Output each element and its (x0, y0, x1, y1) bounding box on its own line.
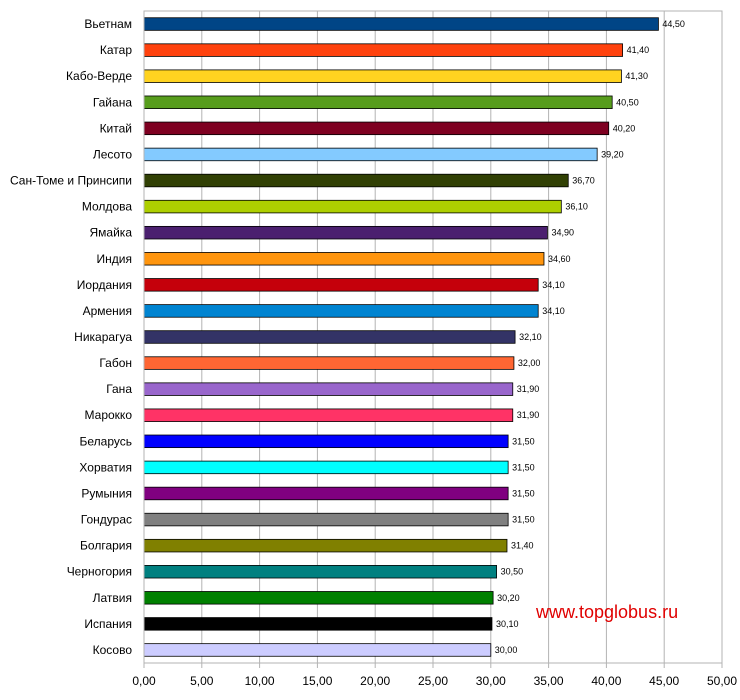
category-label: Румыния (81, 486, 132, 500)
category-label: Армения (83, 304, 132, 318)
data-label: 31,90 (517, 384, 540, 394)
category-label: Молдова (82, 200, 132, 214)
data-label: 34,10 (542, 280, 565, 290)
data-label: 34,90 (551, 228, 574, 238)
x-tick-label: 45,00 (649, 674, 679, 688)
bar (143, 95, 613, 109)
data-label: 34,10 (542, 306, 565, 316)
data-label: 34,60 (548, 254, 571, 264)
x-tick-label: 15,00 (302, 674, 332, 688)
bar (143, 121, 610, 136)
data-label: 39,20 (601, 149, 624, 159)
plot-area-frame (143, 10, 723, 664)
x-tick-label: 10,00 (245, 674, 275, 688)
x-tick-label: 40,00 (591, 674, 621, 688)
category-label: Китай (100, 121, 132, 135)
bar (143, 252, 545, 266)
x-tick-label: 25,00 (418, 674, 448, 688)
bar (143, 434, 509, 449)
category-label: Болгария (80, 539, 132, 553)
category-label: Гайана (93, 95, 133, 109)
data-label: 30,00 (495, 645, 518, 655)
category-label: Ямайка (90, 226, 133, 240)
x-tick-label: 35,00 (534, 674, 564, 688)
category-label: Сан-Томе и Принсипи (10, 174, 132, 188)
x-tick-label: 50,00 (707, 674, 737, 688)
data-label: 36,70 (572, 176, 595, 186)
category-label: Катар (100, 43, 132, 57)
bar (143, 382, 514, 396)
bar (143, 591, 494, 605)
category-label: Лесото (93, 147, 132, 161)
bar (143, 199, 562, 214)
bar (143, 69, 622, 83)
bar (143, 147, 598, 162)
bar (143, 356, 515, 370)
bar (143, 278, 539, 292)
bar (143, 408, 514, 422)
data-label: 36,10 (565, 202, 588, 212)
category-label: Латвия (93, 591, 132, 605)
bar (143, 304, 539, 318)
category-label: Черногория (67, 565, 132, 579)
bar (143, 512, 509, 527)
bar (143, 225, 548, 240)
category-label: Кабо-Верде (66, 69, 132, 83)
data-label: 31,50 (512, 488, 535, 498)
bar (143, 460, 509, 475)
category-label: Марокко (85, 408, 133, 422)
data-label: 31,40 (511, 541, 534, 551)
category-label: Габон (99, 356, 132, 370)
data-label: 44,50 (662, 19, 685, 29)
data-label: 30,20 (497, 593, 520, 603)
data-label: 30,10 (496, 619, 519, 629)
data-label: 32,00 (518, 358, 541, 368)
data-label: 31,50 (512, 515, 535, 525)
bar (143, 643, 492, 657)
x-tick-label: 0,00 (132, 674, 156, 688)
data-label: 40,20 (613, 123, 636, 133)
bar (143, 330, 516, 344)
category-label: Беларусь (80, 434, 132, 448)
data-label: 31,50 (512, 436, 535, 446)
data-label: 31,90 (517, 410, 540, 420)
bar (143, 617, 493, 631)
data-label: 40,50 (616, 97, 639, 107)
x-tick-label: 20,00 (360, 674, 390, 688)
bar (143, 43, 623, 57)
category-label: Вьетнам (84, 17, 132, 31)
category-label: Иордания (77, 278, 132, 292)
category-label: Никарагуа (74, 330, 132, 344)
data-label: 30,50 (501, 567, 524, 577)
data-label: 41,40 (627, 45, 650, 55)
category-label: Индия (97, 252, 132, 266)
category-label: Гондурас (81, 513, 132, 527)
bar (143, 486, 509, 501)
data-label: 32,10 (519, 332, 542, 342)
bar (143, 17, 659, 31)
category-label: Испания (84, 617, 132, 631)
bars (143, 17, 659, 657)
category-labels: Вьетнам Катар Кабо-Верде Гайана Китай Лесото С… (10, 17, 132, 657)
category-label: Хорватия (79, 460, 132, 474)
bar (143, 173, 569, 188)
x-tick-labels: 0,00 5,00 10,00 15,00 20,00 25,00 30,00 35,00 40… (132, 674, 737, 688)
watermark-text: www.topglobus.ru (535, 602, 678, 622)
category-label: Косово (93, 643, 133, 657)
data-labels: 44,50 41,40 41,30 40,50 40,20 39,20 36,70 36,10… (495, 19, 685, 655)
category-label: Гана (106, 382, 132, 396)
x-tick-label: 5,00 (190, 674, 214, 688)
bar (143, 565, 497, 579)
data-label: 41,30 (625, 71, 648, 81)
x-tick-label: 30,00 (476, 674, 506, 688)
bar (143, 538, 508, 553)
data-label: 31,50 (512, 462, 535, 472)
